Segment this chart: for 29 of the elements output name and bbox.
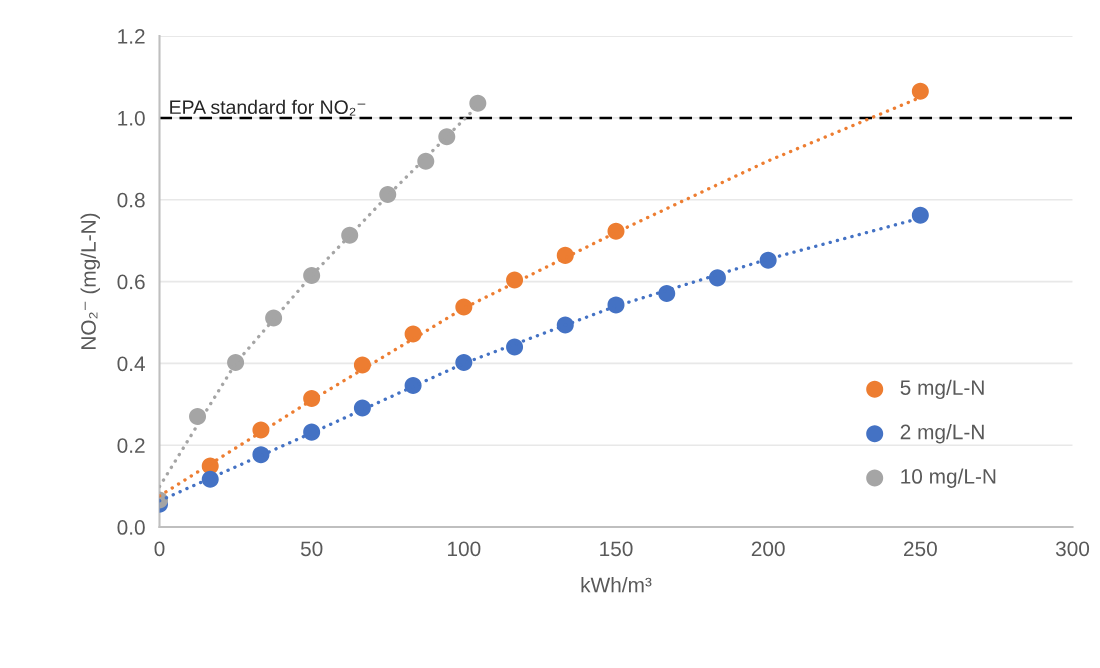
y-tick-label: 0.8	[117, 192, 145, 208]
x-tick-label: 200	[751, 541, 785, 557]
legend-label: 2 mg/L-N	[900, 424, 984, 444]
y-tick-label: 0.4	[117, 356, 145, 372]
y-tick-label: 0.0	[117, 520, 145, 535]
ref-line-label: EPA standard for NO₂⁻	[170, 99, 366, 116]
y-tick-label: 0.6	[117, 274, 145, 290]
point	[911, 82, 929, 100]
x-tick-label: 250	[904, 541, 937, 557]
point	[708, 269, 726, 287]
legend-label: 10 mg/L-N	[901, 468, 996, 488]
x-tick-label: 300	[1055, 541, 1090, 557]
y-tick-label: 1.2	[118, 29, 145, 44]
point	[379, 185, 397, 203]
x-tick-label: 50	[300, 541, 323, 557]
x-tick-label: 100	[448, 541, 481, 557]
legend-label: 5 mg/L-N	[900, 379, 984, 400]
point	[469, 94, 487, 112]
x-tick-label: 0	[154, 541, 165, 557]
y-axis-title: NO₂⁻ (mg/L-N)	[80, 213, 100, 349]
y-tick-label: 1.0	[118, 110, 145, 126]
point	[227, 354, 245, 372]
point	[506, 338, 524, 356]
point	[911, 206, 929, 224]
x-tick-label: 150	[600, 541, 633, 557]
x-axis-title: kWh/m³	[581, 577, 652, 593]
point	[438, 128, 456, 146]
point	[189, 408, 207, 426]
y-tick-label: 0.2	[117, 438, 145, 453]
